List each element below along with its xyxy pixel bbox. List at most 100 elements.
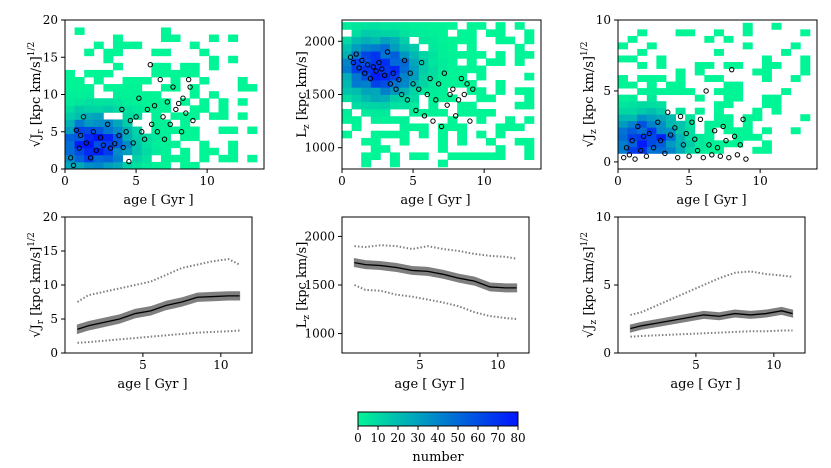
x-tick-label: 5 <box>132 174 140 188</box>
heatmap-cell <box>399 80 410 88</box>
y-tick-label: 10 <box>43 278 58 292</box>
y-label-main: L <box>295 319 310 328</box>
data-point <box>717 153 724 159</box>
heatmap-cell <box>380 116 391 124</box>
heatmap-cell <box>74 140 85 149</box>
heatmap-cell <box>74 147 85 156</box>
data-point <box>662 150 668 157</box>
heatmap-cell <box>122 98 133 106</box>
data-point <box>183 110 189 116</box>
y-label-exp: 1/2 <box>27 232 37 246</box>
heatmap-cell <box>495 145 506 153</box>
data-point <box>694 147 701 154</box>
heatmap-cell <box>180 69 191 78</box>
heatmap-cell <box>637 101 648 109</box>
heatmap-cell <box>476 87 487 95</box>
heatmap-cell <box>180 161 191 170</box>
data-point <box>635 123 641 130</box>
heatmap-cell <box>723 120 734 128</box>
heatmap-cell <box>637 75 648 82</box>
data-point <box>107 145 114 151</box>
heatmap-cell <box>112 91 123 99</box>
heatmap-cell <box>637 140 648 148</box>
heatmap-cell <box>112 154 123 163</box>
heatmap-cell <box>524 116 535 124</box>
y-label-unit: [kpc km/s] <box>295 242 310 315</box>
heatmap-cell <box>637 62 648 69</box>
heatmap-cell <box>742 120 753 128</box>
heatmap-cell <box>112 161 123 170</box>
heatmap-cell <box>466 22 477 30</box>
heatmap-cell <box>151 105 162 113</box>
data-point <box>680 142 687 148</box>
panel-bottom-left-frame <box>64 216 253 354</box>
heatmap-cell <box>370 80 381 88</box>
heatmap-cell <box>637 120 648 128</box>
heatmap-cell <box>761 68 772 76</box>
data-point <box>167 121 173 128</box>
heatmap-cell <box>514 51 525 59</box>
heatmap-cell <box>646 120 657 128</box>
data-point <box>373 68 379 74</box>
heatmap-cell <box>370 145 381 153</box>
heatmap-cell <box>351 80 362 88</box>
y-label-unit: [kpc km/s] <box>29 247 44 320</box>
heatmap-cell <box>370 58 381 66</box>
heatmap-cell <box>103 98 114 106</box>
heatmap-cell <box>74 84 85 92</box>
heatmap-cell <box>74 154 85 163</box>
heatmap-cell <box>466 65 477 74</box>
heatmap-cell <box>84 140 95 149</box>
heatmap-cell <box>457 36 468 45</box>
panel-top-left-cells <box>65 27 258 170</box>
heatmap-cell <box>389 58 400 66</box>
heatmap-cell <box>437 159 448 168</box>
heatmap-cell <box>342 72 352 81</box>
heatmap-cell <box>84 48 95 57</box>
heatmap-cell <box>370 87 381 95</box>
heatmap-cell <box>199 98 210 106</box>
x-tick-label: 5 <box>409 174 417 188</box>
heatmap-cell <box>437 108 448 117</box>
x-tick-label: 5 <box>416 358 424 372</box>
heatmap-cell <box>122 112 133 120</box>
heatmap-cell <box>370 130 381 139</box>
heatmap-cell <box>93 126 104 135</box>
colorbar-tick-label: 10 <box>370 431 385 445</box>
heatmap-cell <box>342 36 352 45</box>
data-point <box>675 154 681 161</box>
heatmap-cell <box>122 140 133 149</box>
heatmap-cell <box>247 154 258 163</box>
heatmap-cell <box>447 58 458 66</box>
heatmap-cell <box>495 22 506 30</box>
heatmap-cell <box>646 101 657 109</box>
x-tick-label: 0 <box>338 174 346 188</box>
heatmap-cell <box>93 112 104 120</box>
heatmap-cell <box>132 147 143 156</box>
heatmap-cell <box>627 107 638 115</box>
heatmap-cell <box>409 29 420 38</box>
heatmap-cell <box>112 41 123 50</box>
heatmap-cell <box>180 112 191 120</box>
data-point <box>387 81 394 87</box>
heatmap-cell <box>151 91 162 99</box>
heatmap-cell <box>437 72 448 81</box>
data-point <box>435 81 442 87</box>
heatmap-cell <box>713 48 724 56</box>
heatmap-cell <box>733 88 744 96</box>
heatmap-cell <box>160 147 171 156</box>
heatmap-cell <box>380 72 391 81</box>
data-point <box>187 84 193 90</box>
heatmap-cell <box>447 80 458 88</box>
heatmap-cell <box>418 22 429 30</box>
heatmap-cell <box>742 114 753 122</box>
data-point <box>370 64 376 70</box>
data-point <box>154 129 161 135</box>
heatmap-cell <box>351 58 362 66</box>
data-point <box>367 75 374 82</box>
heatmap-cell <box>84 133 95 142</box>
heatmap-cell <box>675 107 686 115</box>
data-point <box>461 91 467 98</box>
heatmap-cell <box>380 130 391 139</box>
heatmap-cell <box>418 36 429 45</box>
